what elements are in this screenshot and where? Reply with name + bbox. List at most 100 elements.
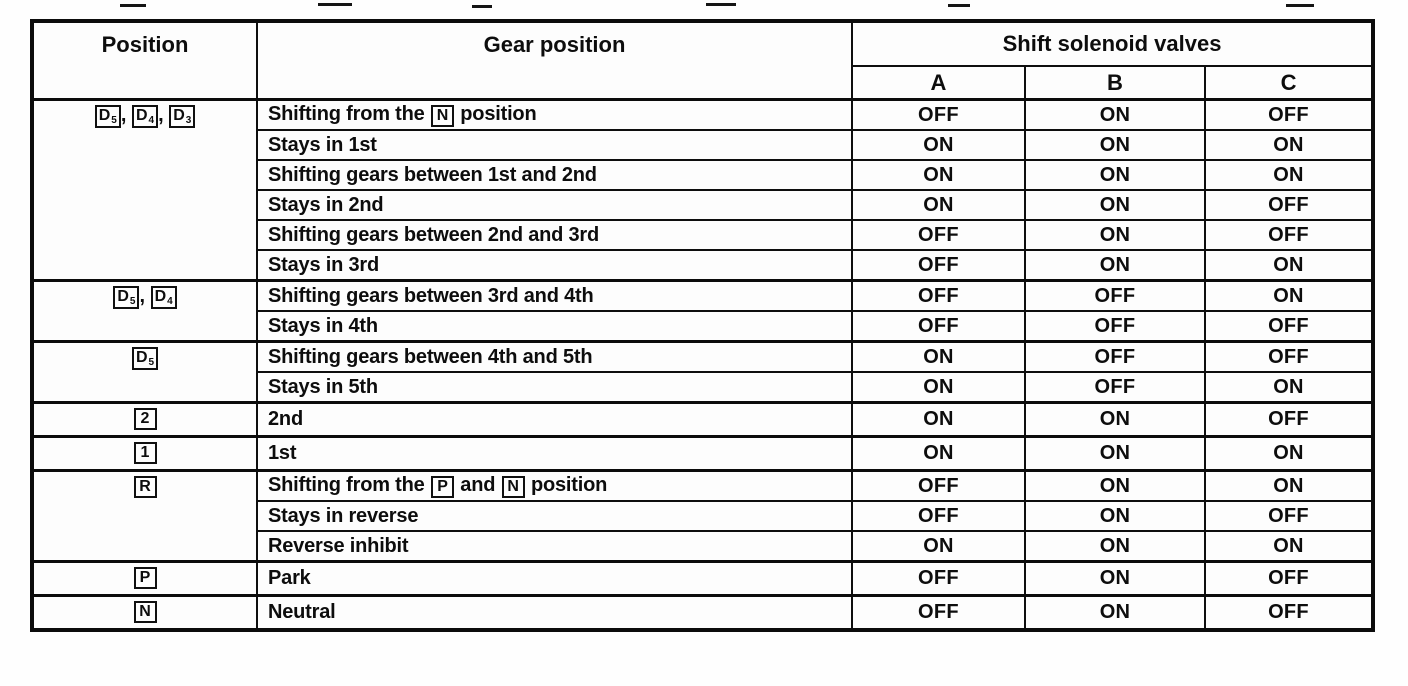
position-d3-icon: D3 (169, 105, 196, 128)
gear-position-cell: Stays in 4th (256, 310, 853, 343)
position-n-icon: N (501, 476, 525, 498)
position-d5-icon: D5 (113, 286, 140, 309)
solenoid-c-value: OFF (1203, 219, 1375, 251)
position-cell: 1 (31, 435, 258, 472)
solenoid-c-value: ON (1203, 371, 1375, 404)
table-row: Stays in 2nd ON ON OFF (32, 189, 1375, 221)
gear-position-cell: Stays in 5th (256, 371, 853, 404)
position-cell: N (31, 594, 258, 631)
solenoid-c-value: ON (1203, 279, 1375, 312)
solenoid-a-value: ON (851, 435, 1026, 472)
table-row: 2 2nd ON ON OFF (31, 401, 1375, 438)
solenoid-a-value: OFF (851, 279, 1026, 312)
header-row-solenoids: A B C (32, 65, 1375, 101)
gear-position-cell: Shifting gears between 3rd and 4th (256, 279, 853, 312)
solenoid-c-value: OFF (1203, 401, 1375, 438)
position-1-icon: 1 (133, 442, 157, 464)
position-r-icon: R (133, 476, 157, 498)
solenoid-a-value: ON (851, 159, 1026, 191)
solenoid-b-value: ON (1024, 469, 1206, 502)
table-row: D5, D4, D3 Shifting from the N position OF… (31, 98, 1375, 282)
solenoid-b-value: ON (1024, 98, 1206, 131)
header-row-main: Position Gear position Shift solenoid va… (31, 19, 1375, 101)
table-row: D5 Shifting gears between 4th and 5th ON OF… (31, 340, 1375, 404)
solenoid-b-value: ON (1024, 219, 1206, 251)
shift-solenoid-table: Position Gear position Shift solenoid va… (30, 19, 1376, 632)
table-row: 1 1st ON ON ON (31, 435, 1375, 472)
solenoid-c-value: OFF (1203, 500, 1375, 532)
table-row: N Neutral OFF ON OFF (31, 594, 1375, 631)
table-body: D5, D4, D3 Shifting from the N position OF… (31, 98, 1375, 631)
solenoid-c-value: ON (1203, 129, 1375, 161)
gear-position-cell: Stays in 3rd (256, 249, 853, 282)
column-header-gear-position: Gear position (256, 20, 853, 101)
position-d4-icon: D4 (131, 105, 159, 128)
solenoid-b-value: OFF (1024, 340, 1206, 373)
table-row: Stays in reverse OFF ON OFF (32, 500, 1375, 532)
solenoid-b-value: ON (1024, 189, 1206, 221)
solenoid-a-value: ON (851, 530, 1026, 563)
position-cell: 2 (31, 401, 258, 438)
position-d5-icon: D5 (131, 347, 159, 370)
solenoid-c-value: OFF (1203, 189, 1375, 221)
solenoid-b-value: ON (1024, 594, 1206, 631)
table-row: Shifting gears between 1st and 2nd ON ON ON (32, 159, 1375, 191)
solenoid-c-value: OFF (1203, 310, 1375, 343)
solenoid-c-value: ON (1203, 469, 1375, 502)
solenoid-b-value: ON (1024, 560, 1206, 597)
position-n-icon: N (133, 601, 157, 623)
gear-position-cell: Shifting gears between 1st and 2nd (256, 159, 853, 191)
table-row: P Park OFF ON OFF (31, 560, 1375, 597)
position-p-icon: P (133, 567, 157, 589)
solenoid-b-value: ON (1024, 249, 1206, 282)
solenoid-b-value: OFF (1024, 279, 1206, 312)
table-row: Stays in 1st ON ON ON (32, 129, 1375, 161)
gear-position-cell: Reverse inhibit (256, 530, 853, 563)
gear-position-cell: Stays in 1st (256, 129, 853, 161)
solenoid-b-value: ON (1024, 530, 1206, 563)
solenoid-a-value: ON (851, 401, 1026, 438)
table-row: D5, D4 Shifting gears between 3rd and 4th… (31, 279, 1375, 343)
gear-position-cell: Shifting gears between 4th and 5th (256, 340, 853, 373)
solenoid-a-value: ON (851, 340, 1026, 373)
solenoid-a-value: OFF (851, 310, 1026, 343)
solenoid-a-value: ON (851, 189, 1026, 221)
solenoid-c-value: OFF (1203, 98, 1375, 131)
solenoid-a-value: OFF (851, 500, 1026, 532)
gear-position-cell: Stays in reverse (256, 500, 853, 532)
gear-position-cell: Shifting gears between 2nd and 3rd (256, 219, 853, 251)
solenoid-b-value: ON (1024, 401, 1206, 438)
table-header: Position Gear position Shift solenoid va… (31, 19, 1375, 101)
solenoid-b-value: OFF (1024, 310, 1206, 343)
solenoid-c-value: OFF (1203, 340, 1375, 373)
solenoid-c-value: ON (1203, 435, 1375, 472)
solenoid-b-value: ON (1024, 500, 1206, 532)
solenoid-c-value: OFF (1203, 594, 1375, 631)
solenoid-a-value: OFF (851, 594, 1026, 631)
solenoid-a-value: OFF (851, 249, 1026, 282)
solenoid-a-value: ON (851, 129, 1026, 161)
solenoid-b-value: OFF (1024, 371, 1206, 404)
column-header-position: Position (31, 20, 258, 101)
position-2-icon: 2 (133, 408, 157, 430)
gear-position-cell: Shifting from the N position (256, 98, 853, 131)
solenoid-a-value: OFF (851, 219, 1026, 251)
solenoid-c-value: ON (1203, 159, 1375, 191)
gear-position-cell: Stays in 2nd (256, 189, 853, 221)
position-cell: D5, D4, D3 (31, 98, 258, 282)
solenoid-a-value: ON (851, 371, 1026, 404)
solenoid-c-value: ON (1203, 530, 1375, 563)
column-header-shift-solenoid-valves: Shift solenoid valves (850, 19, 1375, 68)
position-p-icon: P (430, 476, 454, 498)
column-header-solenoid-b: B (1024, 65, 1206, 101)
solenoid-c-value: ON (1203, 249, 1375, 282)
solenoid-b-value: ON (1024, 129, 1206, 161)
position-cell: R (31, 469, 258, 563)
gear-position-cell: Park (256, 560, 853, 597)
position-n-icon: N (430, 105, 454, 127)
gear-position-cell: Shifting from the P and N position (256, 469, 853, 502)
position-cell: D5 (31, 340, 258, 404)
position-d4-icon: D4 (150, 286, 177, 309)
table-row: Shifting gears between 2nd and 3rd OFF ON O… (32, 219, 1375, 251)
